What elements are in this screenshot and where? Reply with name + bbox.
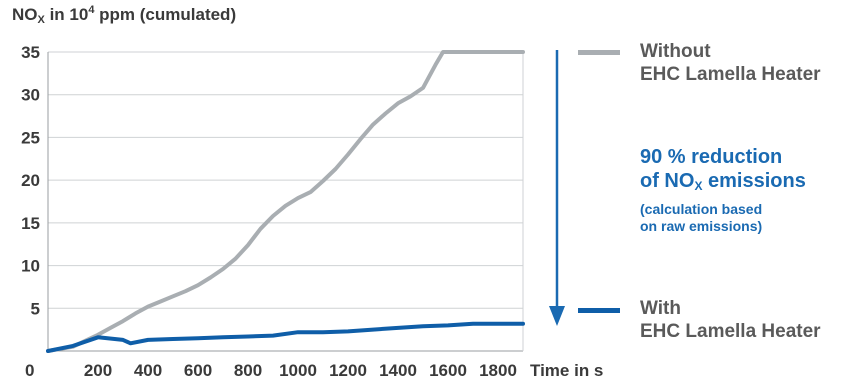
- y-axis-title: NOX in 104 ppm (cumulated): [12, 4, 237, 26]
- legend-entry-without: Without EHC Lamella Heater: [640, 40, 821, 86]
- y-tick-label-25: 25: [21, 128, 40, 147]
- legend-label-with-line1: With: [640, 298, 681, 319]
- x-tick-labels: 200 400 600 800 1000 1200 1400 1600 1800: [84, 361, 517, 380]
- y-tick-label-15: 15: [21, 214, 40, 233]
- series-lines: [46, 50, 525, 353]
- reduction-arrow-head: [549, 306, 565, 326]
- x-tick-label-600: 600: [184, 361, 212, 380]
- annotation-line1: 90 % reduction: [640, 146, 783, 168]
- series-line-with: [46, 321, 525, 353]
- x-tick-label-1600: 1600: [429, 361, 467, 380]
- y-tick-label-30: 30: [21, 86, 40, 105]
- legend-label-with-line2: EHC Lamella Heater: [640, 321, 821, 342]
- legend-swatch-without: [578, 50, 620, 55]
- y-tick-label-5: 5: [31, 299, 40, 318]
- reduction-arrow: [549, 50, 565, 326]
- x-tick-label-200: 200: [84, 361, 112, 380]
- y-tick-label-35: 35: [21, 43, 40, 62]
- annotation-note-line1: (calculation based: [640, 201, 763, 217]
- x-tick-label-1800: 1800: [479, 361, 517, 380]
- grid: [47, 51, 524, 352]
- y-tick-label-20: 20: [21, 171, 40, 190]
- legend-entry-with: With EHC Lamella Heater: [640, 297, 821, 343]
- x-tick-label-1400: 1400: [379, 361, 417, 380]
- x-tick-label-800: 800: [234, 361, 262, 380]
- legend-label-without-line2: EHC Lamella Heater: [640, 64, 821, 85]
- legend-swatch-with: [578, 308, 620, 313]
- y-tick-label-10: 10: [21, 257, 40, 276]
- y-tick-labels: 35 30 25 20 15 10 5: [21, 43, 40, 318]
- legend-label-without-line1: Without: [640, 41, 711, 62]
- annotation-note: (calculation based on raw emissions): [640, 201, 806, 235]
- origin-tick-label: 0: [25, 361, 34, 380]
- x-axis-title: Time in s: [530, 361, 603, 380]
- x-tick-label-1200: 1200: [329, 361, 367, 380]
- annotation-note-line2: on raw emissions): [640, 218, 763, 234]
- reduction-annotation: 90 % reduction of NOX emissions (calcula…: [640, 145, 806, 235]
- series-line-without: [46, 50, 525, 353]
- x-tick-label-400: 400: [134, 361, 162, 380]
- annotation-line2: of NOX emissions: [640, 170, 806, 193]
- x-tick-label-1000: 1000: [279, 361, 317, 380]
